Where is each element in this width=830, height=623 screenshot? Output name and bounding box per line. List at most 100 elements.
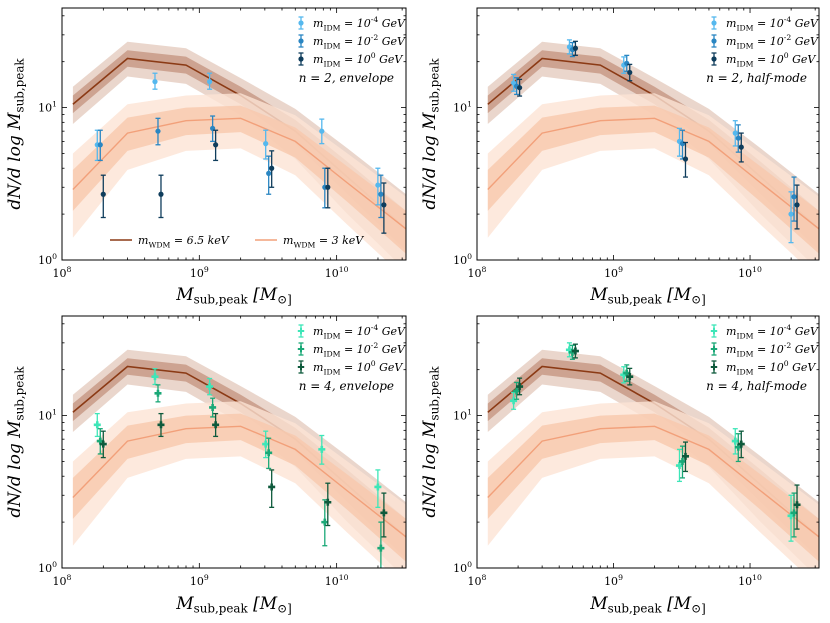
data-point [378,191,384,197]
series-2 [516,40,800,230]
legend-label: mIDM = 10-2 GeV [726,33,819,51]
data-point [262,440,270,448]
legend-marker [297,345,305,353]
data-point [516,383,524,391]
x-axis-label: Msub,peak [M⊙] [175,594,292,616]
data-point [377,544,385,552]
ticks [61,8,406,261]
legend-marker [710,363,718,371]
data-point [790,509,798,517]
ticks [61,316,406,569]
data-point [624,60,630,66]
data-point [794,202,800,208]
axes-frame [476,315,820,569]
data-point [99,440,107,448]
data-point [206,383,214,391]
data-point [732,130,738,136]
data-point [325,184,331,190]
x-tick-label: 1010 [325,573,349,588]
data-point [158,191,164,197]
legend-label: mIDM = 10-4 GeV [313,323,406,341]
wdm-legend-label: mWDM = 3 keV [283,234,364,250]
series-0 [510,342,795,542]
data-point [374,483,382,491]
data-point [209,403,217,411]
data-point [212,421,220,429]
wdm-band-inner-1 [487,105,819,254]
data-point [375,182,381,188]
plot-area [487,342,819,568]
data-point [731,437,739,445]
legend-marker [298,56,304,62]
data-point [269,165,275,171]
x-tick-label: 108 [468,573,487,588]
legend-label: mIDM = 10-4 GeV [726,323,819,341]
data-point [787,512,795,520]
data-point [793,501,801,509]
data-point [207,79,213,85]
data-point [788,211,794,217]
axes-frame [61,315,407,569]
data-point [510,80,517,86]
y-axis-label: dN/d log Msub,peak [420,366,442,518]
legend-marker [298,38,304,44]
y-tick-label: 100 [453,560,472,575]
x-tick-label: 109 [604,265,623,280]
x-tick-label: 1010 [325,265,349,280]
wdm-band-inner-1 [72,413,406,562]
legend-label: mIDM = 100 GeV [313,51,403,69]
y-axis-label: dN/d log Msub,peak [420,58,442,210]
series-1 [513,344,798,538]
data-point [516,85,523,91]
data-point [626,373,634,381]
wdm-median-line-1 [487,425,819,538]
data-point [263,141,269,147]
data-point [381,202,387,208]
y-tick-label: 100 [38,560,57,575]
data-point [791,194,797,200]
y-tick-label: 101 [38,100,57,115]
series-2 [99,412,388,538]
data-point [265,449,273,457]
wdm-band-inner-0 [487,50,819,251]
data-point [93,421,101,429]
data-point [318,445,326,453]
legend-label: mIDM = 10-2 GeV [726,341,819,359]
data-point [321,518,329,526]
x-tick-label: 1010 [738,573,762,588]
panel-top-left: 108 109 1010 100 101 Msub,peak [M⊙] dN/d log M… [5,7,407,307]
data-point [681,452,689,460]
data-point [571,347,579,355]
series-0 [94,72,381,206]
series-2 [516,343,801,530]
x-tick-label: 109 [190,265,209,280]
legend-marker [711,56,717,62]
wdm-band-inner-0 [72,358,406,559]
x-tick-label: 109 [604,573,623,588]
data-point [737,440,745,448]
x-tick-label: 108 [53,265,72,280]
x-tick-label: 108 [53,573,72,588]
panel-annotation: n = 2, envelope [299,71,394,85]
y-axis-label: dN/d log Msub,peak [5,58,27,210]
y-tick-label: 101 [453,408,472,423]
data-point [100,191,106,197]
y-tick-label: 101 [453,100,472,115]
wdm-median-line-1 [72,117,406,230]
panel-annotation: n = 2, half-mode [706,71,807,85]
panel-annotation: n = 4, envelope [299,379,394,393]
series-0 [93,368,382,508]
legend-marker [298,20,304,26]
panel-top-right: 108 109 1010 100 101 Msub,peak [M⊙] dN/d log M… [420,7,820,307]
x-axis-label: Msub,peak [M⊙] [589,594,706,616]
x-tick-label: 109 [190,573,209,588]
data-point [679,141,686,147]
panel-bottom-right: 108 109 1010 100 101 Msub,peak [M⊙] dN/d log M… [420,315,820,616]
data-point [151,373,159,381]
data-point [678,457,686,465]
data-point [154,389,162,397]
